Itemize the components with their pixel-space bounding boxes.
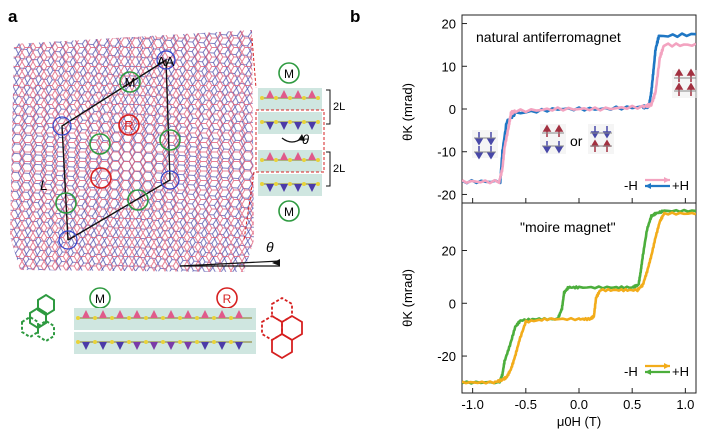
x-tick-label: 0.5 [623, 397, 641, 412]
bottom-plot-traces [462, 208, 696, 385]
x-tick-label: -0.5 [515, 397, 537, 412]
x-axis-label: μ0H (T) [557, 414, 601, 429]
svg-text:θ: θ [266, 239, 274, 255]
top-legend: -H +H [624, 177, 689, 193]
series-line-minus-h [462, 208, 696, 385]
top-ylabel: θK (mrad) [400, 83, 415, 141]
x-tick-label: 1.0 [676, 397, 694, 412]
svg-text:-H: -H [624, 178, 638, 193]
y-tick-label: 0 [449, 102, 456, 117]
bilayer-label-bottom: 2L [333, 163, 345, 175]
series-line-plus-h [462, 211, 696, 385]
bottom-plot-axes: -20 0 20 -1.0 -0.5 0.0 0.5 1.0 [437, 244, 694, 413]
svg-text:+H: +H [672, 178, 689, 193]
m-site-circles [55, 71, 181, 214]
side-view-inset: M θ [243, 37, 345, 241]
supercell-outline [61, 58, 171, 241]
y-tick-label: 10 [442, 59, 456, 74]
twist-angle-indicator: θ [179, 239, 281, 267]
length-label: L [40, 177, 48, 193]
panel-b-letter: b [350, 7, 360, 26]
stacking-strip: M R [21, 287, 303, 360]
y-tick-label: 20 [442, 17, 456, 32]
y-tick-label: -10 [437, 145, 456, 160]
bottom-ylabel: θK (mrad) [400, 269, 415, 327]
or-text: or [570, 133, 583, 149]
top-plot-axes: -20 -10 0 10 20 [437, 17, 686, 203]
svg-text:M: M [284, 205, 294, 219]
x-tick-label: -1.0 [461, 397, 483, 412]
series-line-plus-h [462, 42, 696, 185]
y-tick-label: 20 [442, 244, 456, 259]
svg-text:-H: -H [624, 364, 638, 379]
bilayer-label-top: 2L [333, 101, 345, 113]
m-site-label: M [125, 75, 136, 90]
svg-text:R: R [223, 292, 232, 306]
spin-config-icons: or [472, 68, 698, 160]
r-site-circles [90, 114, 140, 189]
y-tick-label: -20 [437, 349, 456, 364]
aa-label: AA [157, 54, 175, 69]
svg-text:+H: +H [672, 364, 689, 379]
panel-a-letter: a [8, 7, 18, 26]
r-site-label: R [124, 118, 133, 133]
bottom-plot-title: "moire magnet" [520, 219, 616, 235]
bottom-legend: -H +H [624, 363, 689, 379]
y-tick-label: -20 [437, 187, 456, 202]
svg-text:M: M [95, 292, 105, 306]
aa-site-circles [52, 50, 180, 250]
x-tick-label: 0.0 [570, 397, 588, 412]
y-tick-label: 0 [449, 296, 456, 311]
moire-lattice [10, 30, 254, 272]
svg-text:M: M [284, 67, 294, 81]
top-plot-traces [462, 32, 696, 185]
svg-text:θ: θ [302, 132, 309, 147]
top-plot-title: natural antiferromagnet [476, 29, 621, 45]
